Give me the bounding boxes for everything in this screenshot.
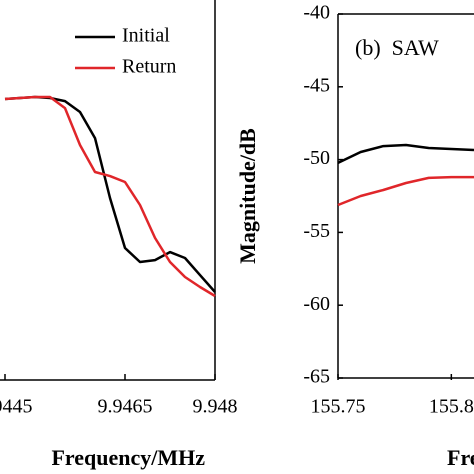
x-tick-label: 155.75 [311,396,366,418]
series-line [4,95,216,298]
y-tick-label: -40 [303,2,330,24]
annotation: (b) SAW [355,35,439,60]
y-tick-label: -45 [303,74,330,96]
series-line [337,175,474,207]
series-line [4,95,216,293]
y-tick-label: -55 [303,220,330,242]
y-axis-label: Magnitude/dB [235,128,260,264]
x-axis-label: Frequency/MHz [51,445,205,470]
x-axis-label: Frequency/MHz [447,445,474,470]
series-line [337,143,474,165]
legend-label: Initial [122,25,170,47]
x-tick-label: 9.9445 [0,396,33,418]
y-tick-label: -50 [303,147,330,169]
x-tick-label: 9.948 [193,396,238,418]
y-tick-label: -60 [303,293,330,315]
x-tick-label: 9.9465 [98,396,153,418]
y-tick-label: -65 [303,366,330,388]
legend-label: Return [122,56,176,78]
x-tick-label: 155.8 [429,396,474,418]
